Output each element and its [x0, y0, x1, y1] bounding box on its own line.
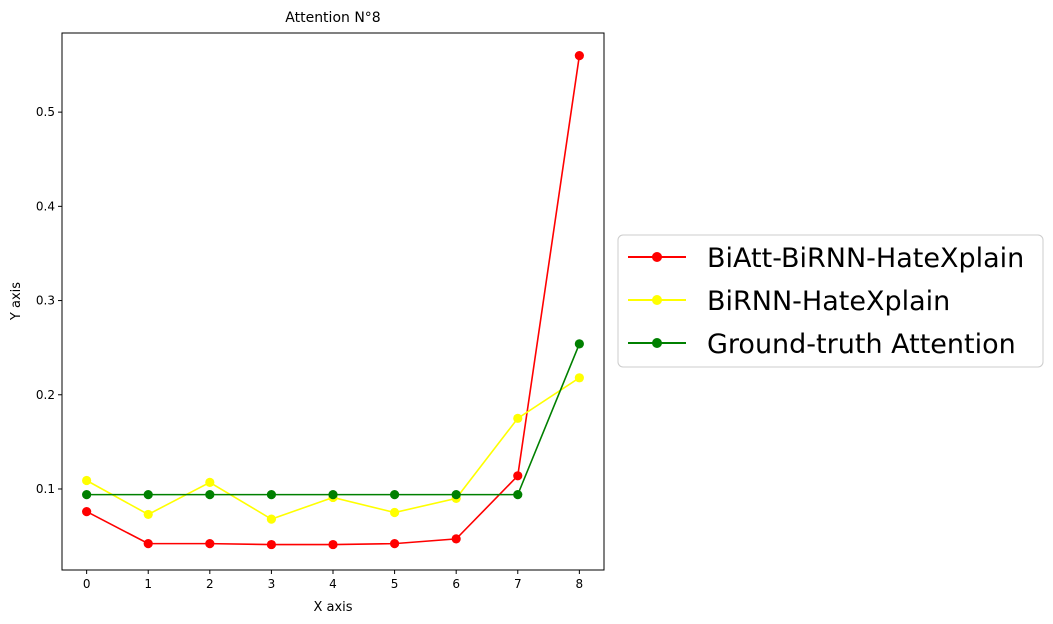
data-point	[574, 51, 584, 61]
legend-marker	[652, 252, 662, 262]
data-point	[328, 490, 338, 500]
x-tick-label: 1	[144, 577, 152, 591]
data-point	[205, 539, 215, 549]
x-axis-label: X axis	[313, 600, 352, 615]
data-point	[513, 471, 523, 481]
x-axis: 0 1 2 3 4 5 6 7 8	[83, 570, 583, 591]
data-point	[266, 539, 277, 550]
y-tick-label: 0.3	[36, 294, 55, 308]
x-tick-label: 0	[83, 577, 91, 591]
data-point	[574, 339, 584, 349]
x-tick-label: 7	[514, 577, 522, 591]
data-point	[389, 507, 400, 518]
legend-entry: BiAtt-BiRNN-HateXplain	[628, 243, 1024, 274]
data-point	[451, 490, 461, 500]
data-point	[266, 514, 277, 524]
x-tick-label: 5	[391, 577, 399, 591]
data-point	[143, 490, 153, 500]
x-tick-label: 6	[452, 577, 460, 591]
legend-marker	[652, 338, 662, 348]
data-point	[328, 539, 338, 550]
x-tick-label: 4	[329, 577, 337, 591]
data-point	[143, 509, 153, 520]
y-tick-label: 0.4	[36, 199, 55, 213]
data-point	[205, 477, 215, 487]
data-point	[143, 539, 153, 549]
legend-marker	[652, 295, 662, 305]
data-point	[205, 490, 215, 500]
y-tick-label: 0.5	[36, 105, 55, 119]
data-point	[82, 475, 92, 486]
data-point	[451, 534, 461, 544]
y-tick-label: 0.2	[36, 388, 55, 402]
legend: BiAtt-BiRNN-HateXplain BiRNN-HateXplain Gr…	[617, 234, 1044, 368]
x-tick-label: 2	[206, 577, 214, 591]
y-axis-label: Y axis	[9, 282, 24, 321]
data-point	[82, 490, 92, 500]
data-point	[574, 373, 584, 383]
legend-label: BiAtt-BiRNN-HateXplain	[707, 243, 1024, 274]
data-point	[513, 413, 523, 423]
data-point	[513, 490, 523, 500]
legend-label: BiRNN-HateXplain	[707, 286, 950, 317]
legend-frame	[617, 234, 1044, 368]
chart-title: Attention N°8	[285, 10, 380, 26]
data-point	[82, 506, 92, 517]
series-biatt-birnn-hatexplain	[82, 51, 584, 550]
legend-entry: BiRNN-HateXplain	[628, 286, 950, 317]
series-layer	[82, 51, 584, 550]
data-point	[389, 490, 400, 500]
legend-entry: Ground-truth Attention	[628, 329, 1016, 360]
y-axis: 0.1 0.2 0.3 0.4 0.5	[36, 105, 62, 496]
series-ground-truth-attention	[82, 339, 584, 500]
data-point	[389, 539, 400, 549]
x-tick-label: 8	[576, 577, 584, 591]
x-tick-label: 3	[268, 577, 276, 591]
legend-label: Ground-truth Attention	[707, 329, 1016, 360]
y-tick-label: 0.1	[36, 482, 55, 496]
plot-area	[61, 32, 605, 571]
data-point	[266, 490, 277, 500]
